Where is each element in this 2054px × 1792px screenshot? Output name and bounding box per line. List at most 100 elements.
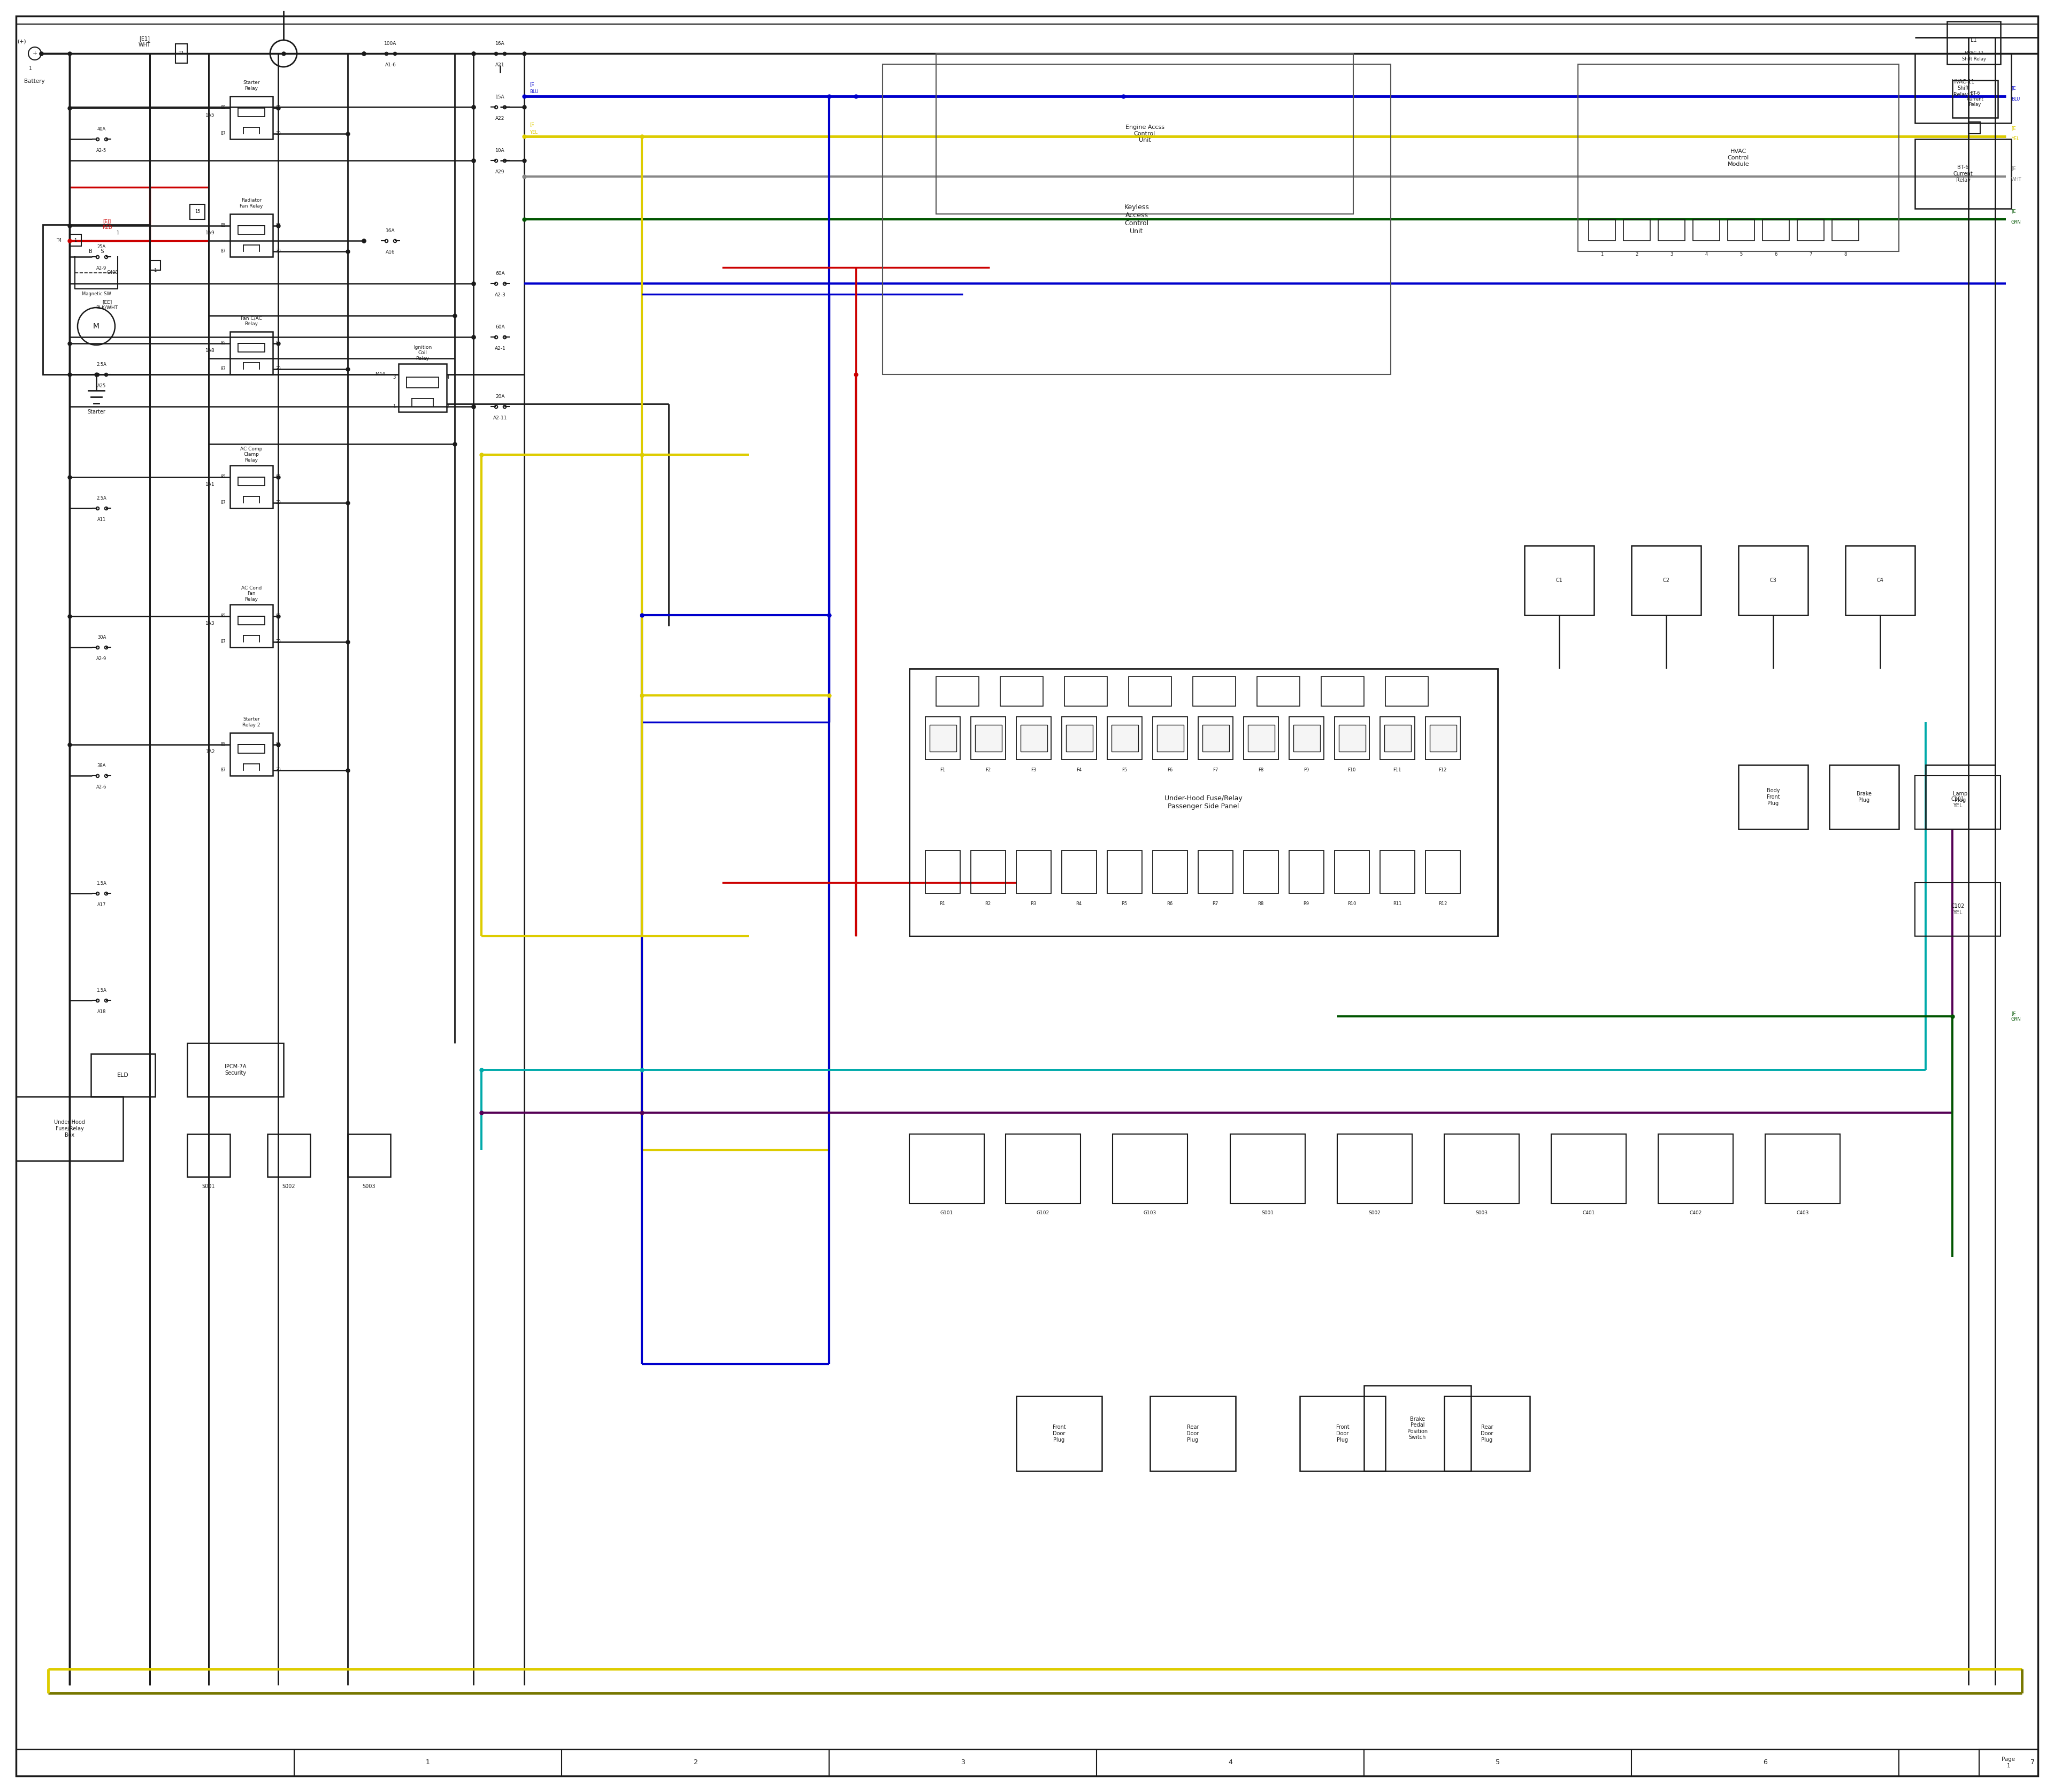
Bar: [1017, 717, 1052, 760]
Bar: [972, 851, 1006, 894]
Bar: [1364, 1385, 1471, 1471]
Text: C402: C402: [1688, 1211, 1703, 1215]
Text: C4: C4: [1877, 577, 1884, 582]
Bar: [16, 1097, 123, 1161]
Text: F9: F9: [1304, 769, 1308, 772]
Bar: [1738, 545, 1808, 615]
Text: 2.5A: 2.5A: [97, 362, 107, 367]
Bar: [1021, 724, 1048, 751]
Text: 5: 5: [1740, 251, 1742, 256]
Text: A18: A18: [97, 1009, 107, 1014]
Text: 1A5: 1A5: [205, 113, 216, 118]
Bar: [1128, 677, 1171, 706]
Text: [EE]
BLK/WHT: [EE] BLK/WHT: [97, 299, 117, 310]
Text: A2-5: A2-5: [97, 149, 107, 154]
Text: S003: S003: [362, 1185, 376, 1190]
Text: R2: R2: [986, 901, 990, 907]
Text: 87: 87: [220, 640, 226, 645]
Text: BLU: BLU: [530, 90, 538, 95]
Bar: [398, 364, 446, 412]
Text: C3: C3: [1771, 577, 1777, 582]
Text: 30: 30: [275, 769, 281, 772]
Bar: [1294, 724, 1321, 751]
Text: A2-9: A2-9: [97, 267, 107, 271]
Text: R1: R1: [939, 901, 945, 907]
Bar: [347, 1134, 390, 1177]
Text: A1-6: A1-6: [384, 63, 396, 68]
Text: R4: R4: [1076, 901, 1082, 907]
Text: 86: 86: [275, 340, 281, 346]
Text: 15: 15: [195, 210, 199, 215]
Text: [E: [E: [2011, 167, 2015, 170]
Text: HVAC-11
Shift Relay: HVAC-11 Shift Relay: [1962, 50, 1986, 61]
Text: BLU: BLU: [2011, 97, 2019, 102]
Text: R5: R5: [1121, 901, 1128, 907]
Bar: [1623, 219, 1649, 240]
Bar: [1444, 1134, 1520, 1204]
Text: 16A: 16A: [495, 41, 505, 47]
Text: F12: F12: [1438, 769, 1446, 772]
Bar: [1000, 677, 1043, 706]
Text: Brake
Plug: Brake Plug: [1857, 792, 1871, 803]
Text: 85: 85: [220, 340, 226, 346]
Text: 1: 1: [117, 231, 119, 235]
Bar: [187, 1043, 283, 1097]
Bar: [189, 204, 205, 219]
Bar: [926, 717, 959, 760]
Text: Under Hood
Fuse/Relay
Box: Under Hood Fuse/Relay Box: [53, 1120, 84, 1138]
Text: 5: 5: [1495, 1760, 1499, 1767]
Text: 38A: 38A: [97, 763, 107, 769]
Text: S001: S001: [1261, 1211, 1273, 1215]
Text: 2: 2: [446, 405, 450, 409]
Text: Starter: Starter: [86, 409, 105, 414]
Text: 85: 85: [220, 475, 226, 480]
Text: 25A: 25A: [97, 246, 107, 249]
Text: 86: 86: [275, 475, 281, 480]
Bar: [230, 213, 273, 256]
Text: GRN: GRN: [2011, 220, 2021, 224]
Bar: [1107, 851, 1142, 894]
Text: 4: 4: [446, 375, 450, 380]
Text: R6: R6: [1167, 901, 1173, 907]
Text: 1: 1: [425, 1760, 429, 1767]
Text: A2-6: A2-6: [97, 785, 107, 790]
Bar: [230, 97, 273, 140]
Text: Radiator
Fan Relay: Radiator Fan Relay: [240, 199, 263, 208]
Text: BT-6
Current
Relay: BT-6 Current Relay: [1953, 165, 1974, 183]
Bar: [1430, 724, 1456, 751]
Text: IPCM-7A
Security: IPCM-7A Security: [224, 1064, 246, 1075]
Text: Keyless
Access
Control
Unit: Keyless Access Control Unit: [1124, 204, 1148, 235]
Text: 1: 1: [74, 238, 76, 242]
Bar: [1832, 219, 1859, 240]
Text: 4: 4: [1228, 1760, 1232, 1767]
Text: BT-6
Current
Relay: BT-6 Current Relay: [1966, 91, 1984, 108]
Text: 2: 2: [694, 1760, 698, 1767]
Text: HVAC-11
Shift
Relay 1: HVAC-11 Shift Relay 1: [1951, 79, 1974, 97]
Text: Front
Door
Plug: Front Door Plug: [1335, 1425, 1349, 1443]
Text: Under-Hood Fuse/Relay
Passenger Side Panel: Under-Hood Fuse/Relay Passenger Side Pan…: [1165, 796, 1243, 810]
Text: F8: F8: [1257, 769, 1263, 772]
Text: YEL: YEL: [2011, 136, 2019, 142]
Bar: [1066, 724, 1093, 751]
Bar: [175, 43, 187, 63]
Text: A25: A25: [97, 383, 107, 389]
Text: 30: 30: [275, 367, 281, 371]
Bar: [1425, 851, 1460, 894]
Bar: [150, 260, 160, 271]
Text: 1A1: 1A1: [205, 482, 216, 486]
Bar: [1947, 22, 2001, 65]
Bar: [1425, 717, 1460, 760]
Text: R9: R9: [1302, 901, 1308, 907]
Bar: [1384, 724, 1411, 751]
Text: Engine Accss
Control
Unit: Engine Accss Control Unit: [1126, 125, 1165, 143]
Bar: [1692, 219, 1719, 240]
Bar: [1152, 717, 1187, 760]
Bar: [1193, 677, 1237, 706]
Text: F5: F5: [1121, 769, 1128, 772]
Text: R3: R3: [1031, 901, 1037, 907]
Bar: [1631, 545, 1701, 615]
Text: 1A2: 1A2: [205, 749, 216, 754]
Text: L1: L1: [1970, 38, 1976, 43]
Bar: [972, 717, 1006, 760]
Bar: [230, 733, 273, 776]
